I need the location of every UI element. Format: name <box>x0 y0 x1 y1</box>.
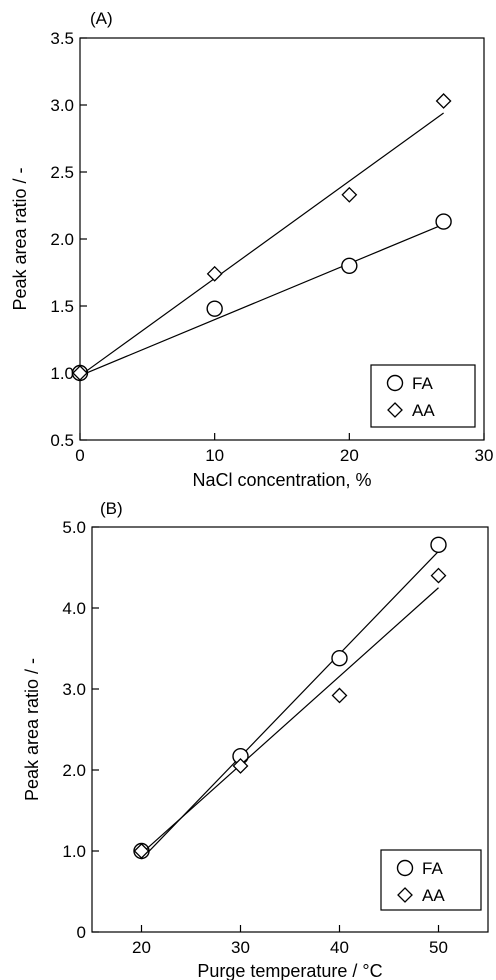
x-tick-label: 20 <box>132 938 151 957</box>
legend-label-fa: FA <box>412 374 433 393</box>
legend-marker-aa <box>397 887 413 903</box>
legend-marker-aa <box>387 402 403 418</box>
panel-label: (B) <box>100 499 123 518</box>
fit-line-fa <box>79 223 444 377</box>
y-tick-label: 2.0 <box>62 761 86 780</box>
legend-marker-fa <box>396 859 414 877</box>
y-tick-label: 4.0 <box>62 599 86 618</box>
x-tick-label: 40 <box>330 938 349 957</box>
plot-frame <box>91 526 489 933</box>
data-point-aa <box>341 186 358 203</box>
legend-label-fa: FA <box>422 859 443 878</box>
y-tick-label: 5.0 <box>62 518 86 537</box>
y-tick-label: 3.0 <box>62 680 86 699</box>
y-tick-label: 1.0 <box>62 842 86 861</box>
data-point-aa <box>331 687 348 704</box>
y-tick-label: 1.5 <box>50 297 74 316</box>
y-tick-label: 0 <box>77 923 86 942</box>
data-point-fa <box>331 650 348 667</box>
y-tick-label: 2.5 <box>50 163 74 182</box>
legend-box <box>370 364 476 428</box>
fit-line-aa <box>141 587 439 854</box>
data-point-aa <box>430 567 447 584</box>
x-tick-label: 20 <box>340 446 359 465</box>
x-axis-label: Purge temperature / °C <box>197 961 382 980</box>
legend: FA AA <box>380 849 482 911</box>
y-axis-label: Peak area ratio / - <box>10 167 30 310</box>
data-point-fa <box>430 536 447 554</box>
x-tick-label: 50 <box>429 938 448 957</box>
y-tick-label: 1.0 <box>50 364 74 383</box>
legend: FA AA <box>370 364 476 428</box>
y-axis-label: Peak area ratio / - <box>22 658 42 801</box>
panel-label: (A) <box>90 9 113 28</box>
x-tick-label: 30 <box>475 446 494 465</box>
data-point-aa <box>72 365 88 381</box>
fit-line-aa <box>79 112 444 377</box>
x-axis-label: NaCl concentration, % <box>192 470 371 490</box>
chart-panel-1: (A) 0 10 20 30 0.5 1.0 1.5 2.0 2.5 3.0 3.5 NaCl conc… <box>10 9 493 490</box>
y-tick-label: 0.5 <box>50 431 74 450</box>
x-tick-label: 30 <box>231 938 250 957</box>
data-point-aa <box>232 758 249 774</box>
data-point-aa <box>435 93 452 109</box>
y-tick-label: 3.0 <box>50 96 74 115</box>
legend-label-aa: AA <box>412 401 435 420</box>
data-point-fa <box>435 213 452 230</box>
y-tick-label: 2.0 <box>50 230 74 249</box>
data-point-aa <box>133 843 150 859</box>
fit-line-fa <box>141 550 439 860</box>
y-tick-label: 3.5 <box>50 29 74 48</box>
legend-marker-fa <box>386 374 404 392</box>
data-point-fa <box>341 257 358 274</box>
legend-label-aa: AA <box>422 886 445 905</box>
legend-box <box>380 849 482 911</box>
data-point-fa <box>206 300 223 317</box>
chart-panel-2: (B) 20 30 40 50 0 1.0 2.0 3.0 4.0 5.0 Purge tempera… <box>22 499 489 980</box>
data-point-aa <box>206 265 223 282</box>
x-tick-label: 0 <box>75 446 84 465</box>
x-tick-label: 10 <box>205 446 224 465</box>
